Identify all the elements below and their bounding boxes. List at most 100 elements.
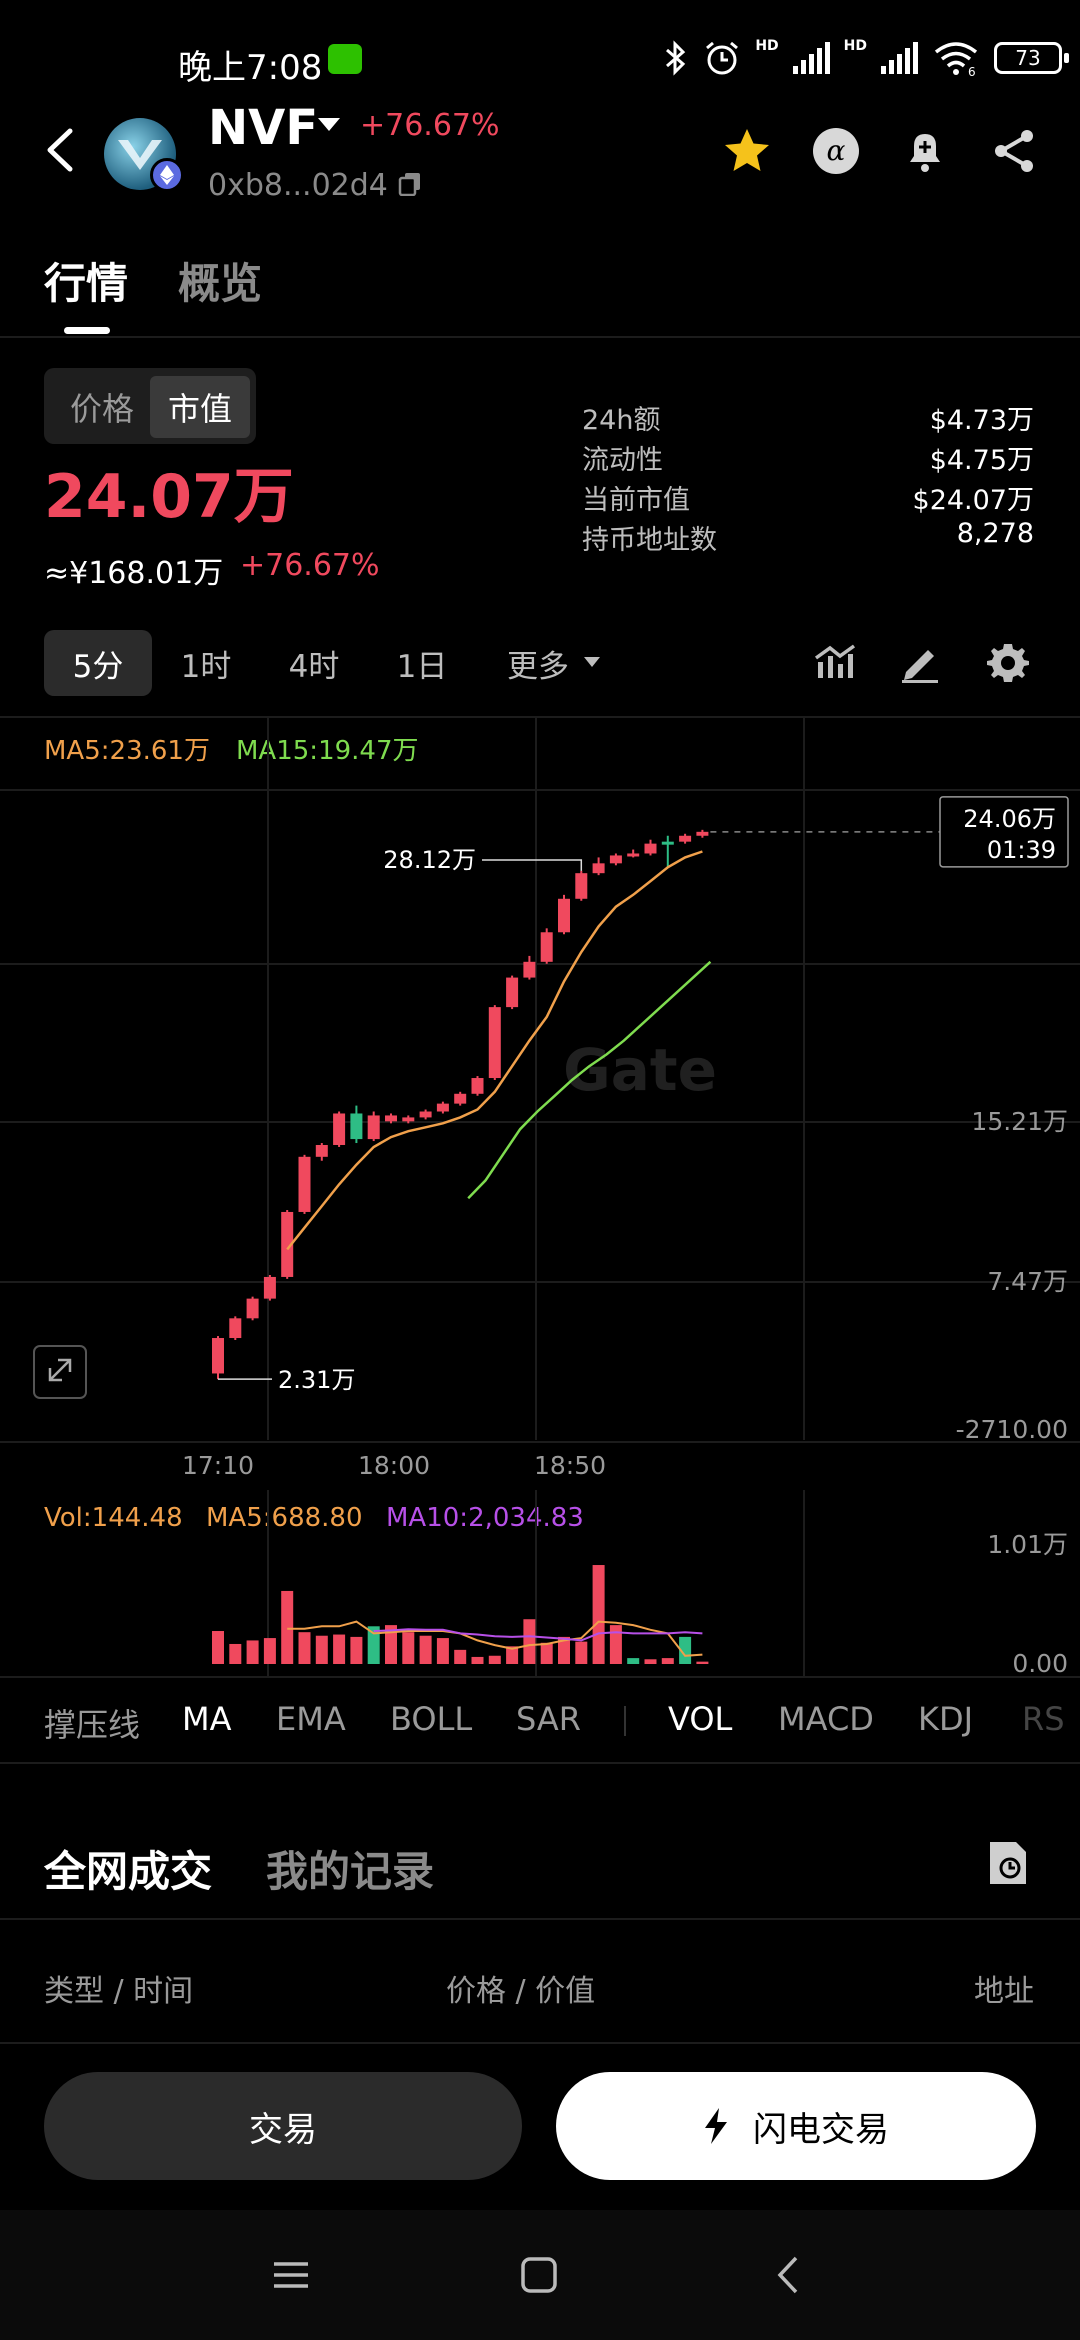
volume-bar <box>696 1661 709 1664</box>
high-annotation: 28.12万 <box>383 846 476 874</box>
expand-chart-button[interactable] <box>33 1345 87 1399</box>
current-value: 24.06万 <box>963 805 1056 833</box>
timeframe-4h[interactable]: 4时 <box>288 648 340 685</box>
volume-bar <box>609 1625 622 1664</box>
hd-label: HD <box>755 38 779 54</box>
menu-icon[interactable] <box>266 2250 316 2300</box>
candle-body <box>333 1113 346 1145</box>
token-name[interactable]: NVF <box>208 100 319 156</box>
candle-body <box>558 898 570 933</box>
token-logo-mark <box>118 140 162 170</box>
wifi-badge: 6 <box>968 65 976 76</box>
cny-value: ≈¥168.01万 <box>44 556 224 591</box>
back-icon[interactable] <box>40 125 80 175</box>
volume-bar <box>454 1649 467 1664</box>
annotations: 28.12万 2.31万 <box>218 846 583 1394</box>
watermark: Gate <box>563 1036 717 1104</box>
volume-bar <box>419 1635 432 1664</box>
trade-button[interactable]: 交易 <box>44 2072 522 2180</box>
volume-bar <box>367 1626 380 1664</box>
tab-all-trades[interactable]: 全网成交 <box>44 1847 213 1896</box>
alert-bell-icon[interactable] <box>900 126 950 176</box>
chevron-down-icon[interactable] <box>584 657 600 667</box>
indicator-ma[interactable]: MA <box>182 1700 232 1738</box>
timeframe-more[interactable]: 更多 <box>507 648 569 685</box>
ma5-label: MA5:23.61万 <box>44 736 210 766</box>
toggle-market-cap[interactable]: 市值 <box>150 376 250 438</box>
volume-bar <box>315 1635 328 1664</box>
tab-overview[interactable]: 概览 <box>178 259 263 308</box>
indicator-chart-icon[interactable] <box>812 640 856 684</box>
toggle-price[interactable]: 价格 <box>69 390 134 428</box>
candle-body <box>281 1211 294 1277</box>
favorite-star-icon[interactable] <box>722 126 772 176</box>
column-address: 地址 <box>974 1974 1034 2009</box>
candle-body <box>229 1318 242 1339</box>
tab-indicator <box>64 327 110 334</box>
volume-bar <box>575 1641 588 1664</box>
alpha-icon[interactable]: α <box>811 126 861 176</box>
column-type-time: 类型 / 时间 <box>44 1974 194 2009</box>
volume-bar <box>298 1632 311 1664</box>
indicator-rsi[interactable]: RS <box>1022 1700 1065 1738</box>
x-tick-label: 18:50 <box>534 1451 606 1480</box>
candle-body <box>454 1093 467 1104</box>
timeframe-1h[interactable]: 1时 <box>180 648 232 685</box>
lightning-icon <box>705 2108 727 2144</box>
token-address: 0xb8...02d4 <box>208 168 388 203</box>
volume-bar <box>281 1590 294 1664</box>
candle-body <box>696 831 709 836</box>
indicator-ema[interactable]: EMA <box>276 1700 346 1738</box>
x-tick-label: 17:10 <box>182 1451 254 1480</box>
token-dropdown-icon[interactable] <box>318 118 340 131</box>
records-clock-icon[interactable] <box>986 1840 1028 1886</box>
back-nav-icon[interactable] <box>764 2250 814 2300</box>
system-nav-bar <box>0 2210 1080 2340</box>
copy-icon[interactable] <box>398 172 422 196</box>
trade-button-label: 交易 <box>249 2110 317 2149</box>
draw-pencil-icon[interactable] <box>898 640 942 684</box>
candle-body <box>246 1298 259 1319</box>
volume-y-ticks: 1.01万 0.00 <box>987 1530 1068 1678</box>
y-tick-label: 7.47万 <box>987 1267 1068 1296</box>
volume-bar <box>402 1632 415 1664</box>
volume-bar <box>644 1659 657 1664</box>
timeframe-1d[interactable]: 1日 <box>396 648 448 685</box>
wifi-icon: 6 <box>934 42 978 76</box>
candle-body <box>385 1115 397 1122</box>
home-icon[interactable] <box>514 2250 564 2300</box>
volume-ma5-line <box>287 1620 703 1657</box>
current-price-box: 24.06万 01:39 <box>939 796 1069 868</box>
settings-gear-icon[interactable] <box>986 640 1030 684</box>
candle-body <box>263 1276 276 1299</box>
share-icon[interactable] <box>989 126 1039 176</box>
x-axis-ticks: 17:10 18:00 18:50 <box>182 1451 606 1480</box>
indicator-support-resistance[interactable]: 撑压线 <box>44 1706 141 1744</box>
indicator-kdj[interactable]: KDJ <box>918 1700 974 1738</box>
tab-market[interactable]: 行情 <box>44 259 129 308</box>
y-tick-label: -2710.00 <box>956 1415 1068 1444</box>
ma15-series-line <box>467 960 712 1200</box>
cny-change: +76.67% <box>240 548 380 583</box>
stat-label: 24h额 <box>582 405 661 436</box>
timeframe-5m[interactable]: 5分 <box>44 630 152 696</box>
volume-bar <box>540 1642 553 1664</box>
chart-grid <box>0 718 1080 1443</box>
indicator-macd[interactable]: MACD <box>778 1700 874 1738</box>
flash-trade-button[interactable]: 闪电交易 <box>556 2072 1036 2180</box>
battery-icon: 73 <box>994 42 1069 74</box>
status-bar: 晚上7:08 HD HD 6 73 <box>0 0 1080 110</box>
indicator-sar[interactable]: SAR <box>516 1700 582 1738</box>
indicator-boll[interactable]: BOLL <box>390 1700 473 1738</box>
stat-value: $4.73万 <box>929 405 1034 436</box>
divider <box>0 2042 1080 2044</box>
candle-body <box>315 1144 328 1157</box>
indicator-vol[interactable]: VOL <box>668 1700 733 1738</box>
tab-my-records[interactable]: 我的记录 <box>266 1847 435 1896</box>
status-time: 晚上7:08 <box>178 48 323 88</box>
volume-bar <box>523 1619 536 1664</box>
volume-y-tick-label: 1.01万 <box>987 1530 1068 1559</box>
volume-bar <box>592 1565 605 1664</box>
